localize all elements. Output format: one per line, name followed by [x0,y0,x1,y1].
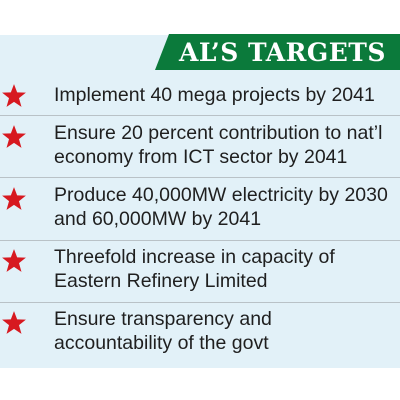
star-icon [1,186,27,212]
item-line: Implement 40 mega projects by 2041 [54,84,375,106]
item-line: and 60,000MW by 2041 [54,208,262,230]
list-item: Ensure transparency and accountability o… [54,307,398,355]
star-icon [1,310,27,336]
divider [0,302,400,303]
divider [0,115,400,116]
item-line: Ensure 20 percent contribution to nat’l [54,122,383,144]
star-icon [1,83,27,109]
item-line: accountability of the govt [54,332,269,354]
title-banner: AL’S TARGETS [155,34,400,70]
star-icon [1,124,27,150]
list-item: Threefold increase in capacity of Easter… [54,245,398,293]
divider [0,240,400,241]
page-title: AL’S TARGETS [179,37,386,67]
list-item: Implement 40 mega projects by 2041 [54,83,398,107]
item-line: Eastern Refinery Limited [54,270,268,292]
star-icon [1,248,27,274]
item-line: Threefold increase in capacity of [54,246,335,268]
targets-panel [0,35,400,368]
list-item: Ensure 20 percent contribution to nat’l … [54,121,398,169]
item-line: Ensure transparency and [54,308,272,330]
list-item: Produce 40,000MW electricity by 2030 and… [54,183,398,231]
item-line: economy from ICT sector by 2041 [54,146,348,168]
divider [0,177,400,178]
item-line: Produce 40,000MW electricity by 2030 [54,184,388,206]
